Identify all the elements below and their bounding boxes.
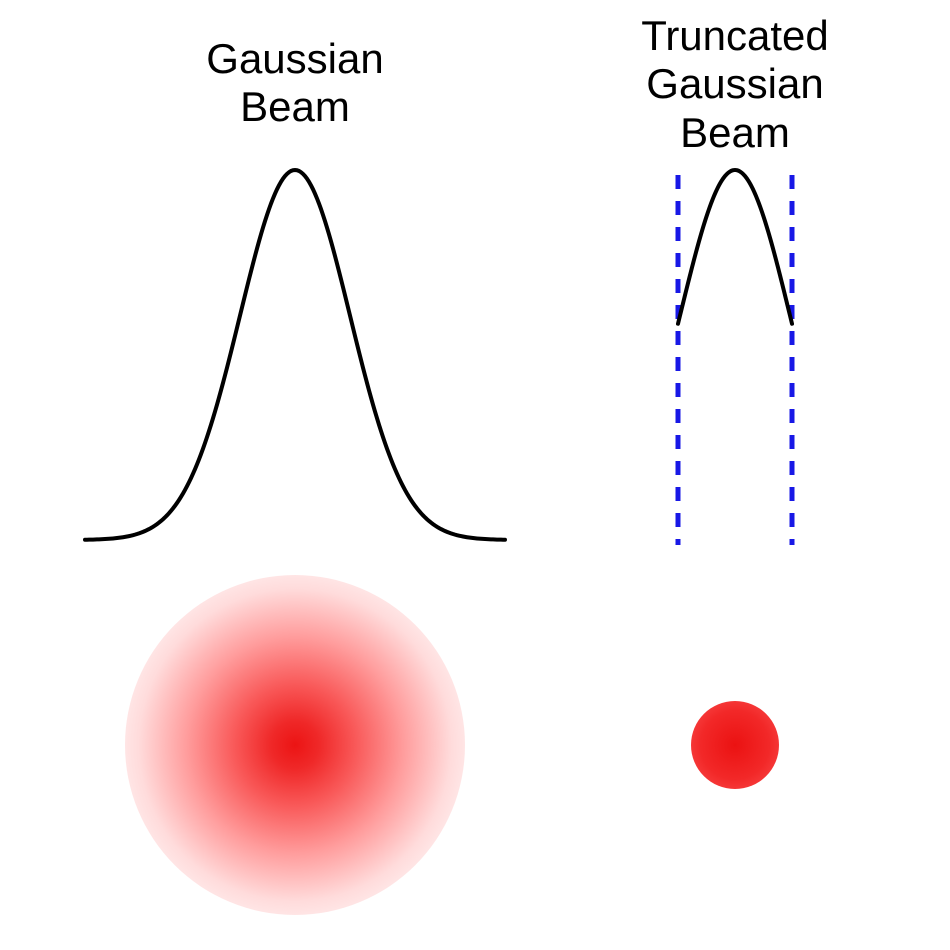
gaussian-curve [80,155,510,545]
diagram-canvas: Gaussian Beam Truncated Gaussian Beam [0,0,950,950]
gaussian-beam-title: Gaussian Beam [206,35,383,132]
gaussian-beam-spot [125,575,465,915]
truncated-gaussian-curve [600,155,870,545]
truncated-gaussian-beam-title: Truncated Gaussian Beam [641,12,829,157]
truncated-beam-spot [691,701,779,789]
